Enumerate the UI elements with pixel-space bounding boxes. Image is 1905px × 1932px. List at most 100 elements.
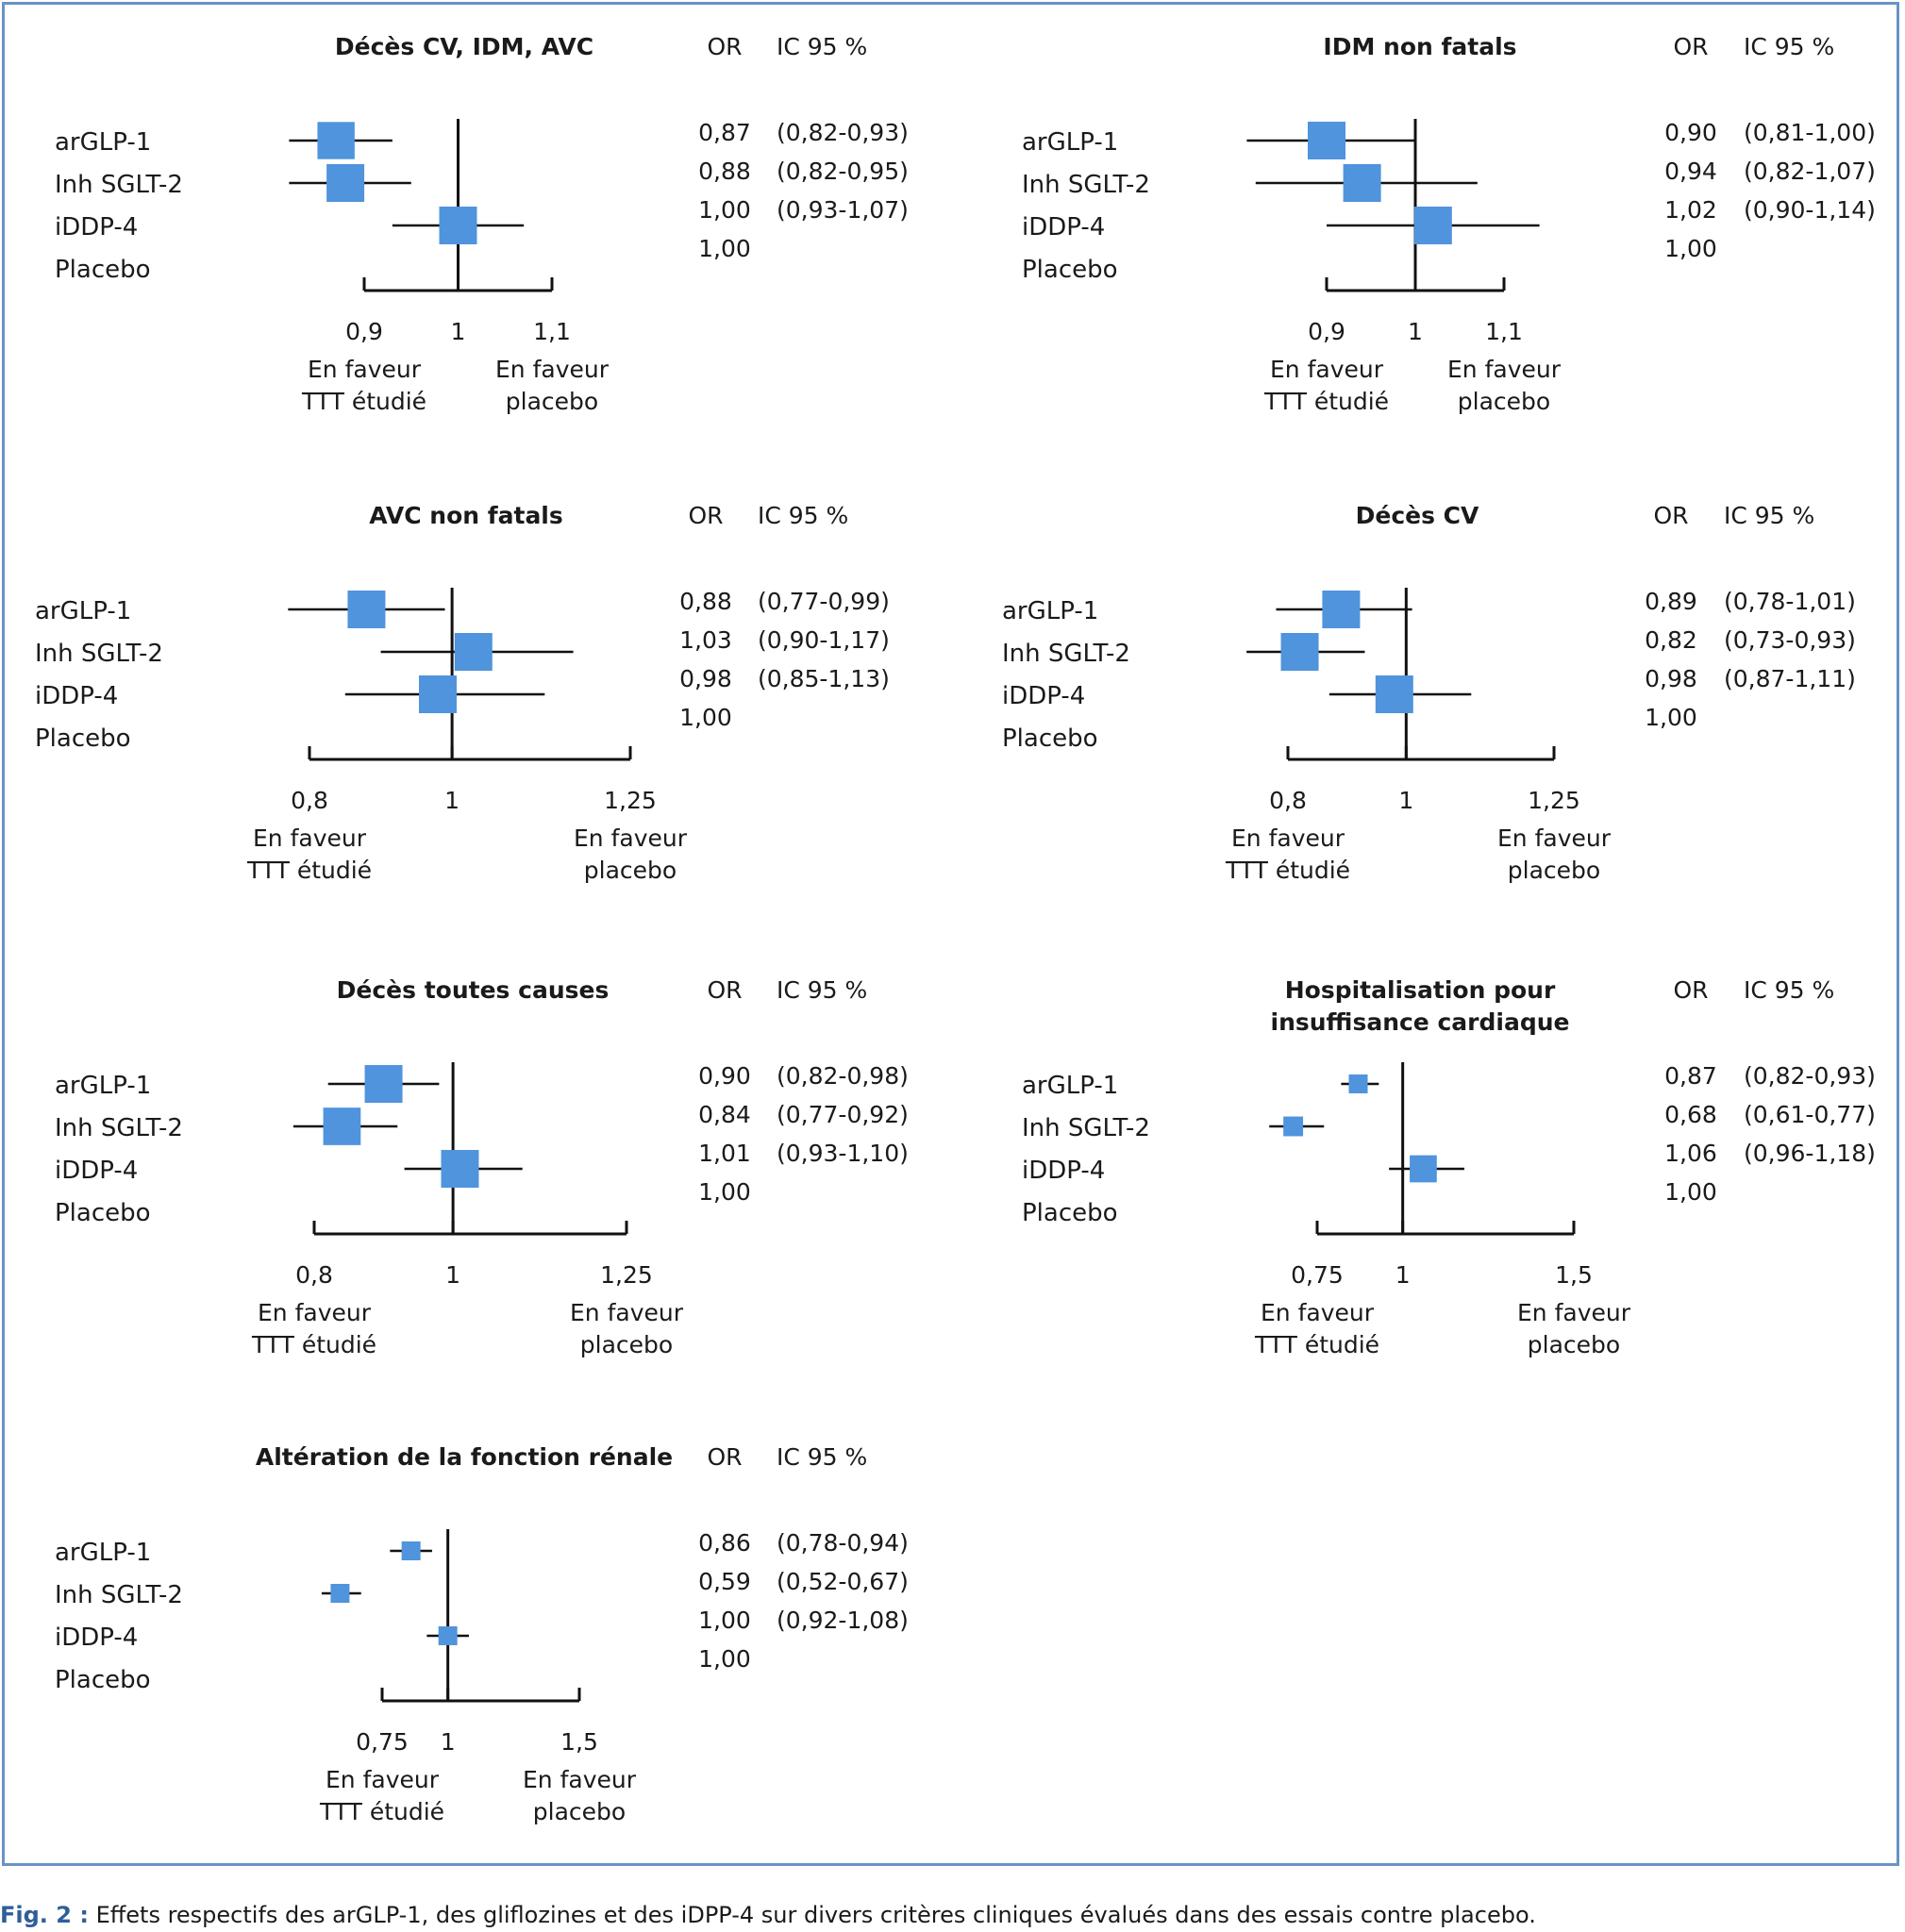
- row-label: iDDP-4: [1022, 1157, 1105, 1185]
- or-marker: [330, 1584, 350, 1603]
- x-tick-label: 1,5: [560, 1728, 598, 1756]
- favour-placebo-label: placebo: [1458, 388, 1550, 415]
- row-label: iDDP-4: [55, 1624, 138, 1652]
- favour-treatment-label: TTT étudié: [319, 1798, 444, 1825]
- x-tick-label: 0,75: [1291, 1261, 1344, 1289]
- or-value: 0,86: [698, 1529, 751, 1557]
- row-label: Inh SGLT-2: [1022, 171, 1150, 199]
- favour-placebo-label: En faveur: [574, 824, 688, 852]
- or-value: 0,84: [698, 1101, 751, 1128]
- or-value: 0,59: [698, 1568, 751, 1595]
- ci-value: (0,90-1,17): [758, 626, 890, 654]
- ci-column-header: IC 95 %: [1744, 33, 1834, 60]
- or-marker: [1348, 1074, 1368, 1093]
- or-column-header: OR: [707, 1443, 742, 1471]
- row-label: arGLP-1: [35, 597, 131, 625]
- ci-column-header: IC 95 %: [758, 502, 848, 529]
- or-value: 0,90: [1664, 119, 1717, 146]
- row-label: arGLP-1: [1022, 128, 1118, 157]
- ci-value: (0,82-0,95): [777, 158, 909, 185]
- x-tick-label: 1: [1395, 1261, 1411, 1289]
- ci-value: (0,82-1,07): [1744, 158, 1876, 185]
- ci-value: (0,82-0,93): [1744, 1062, 1876, 1090]
- or-marker: [1375, 675, 1413, 713]
- or-marker: [364, 1065, 403, 1103]
- ci-value: (0,93-1,07): [777, 196, 909, 224]
- or-value: 1,03: [679, 626, 732, 654]
- row-label: Placebo: [55, 256, 151, 284]
- row-label: iDDP-4: [1002, 682, 1085, 710]
- favour-placebo-label: En faveur: [570, 1299, 684, 1326]
- ci-value: (0,92-1,08): [777, 1607, 909, 1634]
- ci-value: (0,82-0,93): [777, 119, 909, 146]
- ci-column-header: IC 95 %: [777, 33, 867, 60]
- favour-placebo-label: placebo: [533, 1798, 626, 1825]
- favour-treatment-label: TTT étudié: [1263, 388, 1389, 415]
- panel-title: Décès CV, IDM, AVC: [335, 33, 593, 60]
- favour-placebo-label: placebo: [1528, 1331, 1620, 1358]
- forest-panel-7: Altération de la fonction rénale OR IC 95 …: [55, 1443, 909, 1825]
- or-value: 1,01: [698, 1140, 751, 1167]
- row-label: Inh SGLT-2: [35, 640, 163, 668]
- or-marker: [438, 1626, 458, 1645]
- or-value: 1,00: [698, 1607, 751, 1634]
- or-marker: [317, 122, 355, 159]
- or-value: 0,87: [698, 119, 751, 146]
- x-tick-label: 1,25: [604, 787, 657, 814]
- ci-value: (0,81-1,00): [1744, 119, 1876, 146]
- or-marker: [1410, 1155, 1437, 1183]
- favour-placebo-label: En faveur: [495, 356, 610, 383]
- or-value: 1,00: [698, 1645, 751, 1673]
- or-column-header: OR: [707, 976, 742, 1004]
- or-marker: [1413, 207, 1452, 244]
- forest-panel-6: Hospitalisation pour insuffisance cardiaq…: [1022, 976, 1876, 1358]
- favour-treatment-label: TTT étudié: [1254, 1331, 1379, 1358]
- favour-treatment-label: En faveur: [308, 356, 422, 383]
- x-tick-label: 0,9: [345, 318, 383, 345]
- panel-title: IDM non fatals: [1323, 33, 1516, 60]
- or-value: 0,90: [698, 1062, 751, 1090]
- or-value: 0,88: [698, 158, 751, 185]
- or-column-header: OR: [688, 502, 723, 529]
- row-label: Inh SGLT-2: [1002, 640, 1130, 668]
- or-marker: [419, 675, 457, 713]
- x-tick-label: 1,1: [1485, 318, 1523, 345]
- or-value: 1,00: [698, 1178, 751, 1206]
- x-tick-label: 1: [1398, 787, 1413, 814]
- x-tick-label: 1: [445, 1261, 460, 1289]
- or-column-header: OR: [707, 33, 742, 60]
- favour-treatment-label: TTT étudié: [301, 388, 426, 415]
- favour-treatment-label: En faveur: [253, 824, 367, 852]
- or-value: 1,00: [698, 235, 751, 262]
- ci-value: (0,77-0,99): [758, 588, 890, 615]
- x-tick-label: 0,75: [356, 1728, 409, 1756]
- ci-value: (0,85-1,13): [758, 665, 890, 692]
- ci-value: (0,52-0,67): [777, 1568, 909, 1595]
- or-value: 0,87: [1664, 1062, 1717, 1090]
- forest-panel-5: Décès toutes causes OR IC 95 % 0,8 1 1,25 En f…: [55, 976, 909, 1358]
- row-label: iDDP-4: [35, 682, 118, 710]
- favour-treatment-label: En faveur: [258, 1299, 372, 1326]
- favour-treatment-label: En faveur: [1231, 824, 1345, 852]
- or-value: 1,00: [1664, 235, 1717, 262]
- ci-column-header: IC 95 %: [777, 976, 867, 1004]
- caption-text: Effets respectifs des arGLP-1, des glifl…: [88, 1902, 1536, 1928]
- ci-value: (0,61-0,77): [1744, 1101, 1876, 1128]
- panel-title: Hospitalisation pour: [1285, 976, 1556, 1004]
- or-value: 1,00: [698, 196, 751, 224]
- ci-value: (0,96-1,18): [1744, 1140, 1876, 1167]
- x-tick-label: 1,1: [533, 318, 571, 345]
- or-value: 0,89: [1645, 588, 1697, 615]
- or-marker: [1322, 591, 1361, 628]
- or-marker: [401, 1541, 421, 1560]
- row-label: Placebo: [55, 1199, 151, 1227]
- favour-treatment-label: TTT étudié: [246, 857, 372, 884]
- x-tick-label: 1: [451, 318, 466, 345]
- caption-label: Fig. 2 :: [0, 1902, 89, 1928]
- row-label: iDDP-4: [55, 1157, 138, 1185]
- x-tick-label: 1: [441, 1728, 456, 1756]
- favour-placebo-label: placebo: [580, 1331, 673, 1358]
- row-label: Placebo: [1022, 1199, 1118, 1227]
- favour-placebo-label: En faveur: [523, 1766, 637, 1793]
- ci-value: (0,77-0,92): [777, 1101, 909, 1128]
